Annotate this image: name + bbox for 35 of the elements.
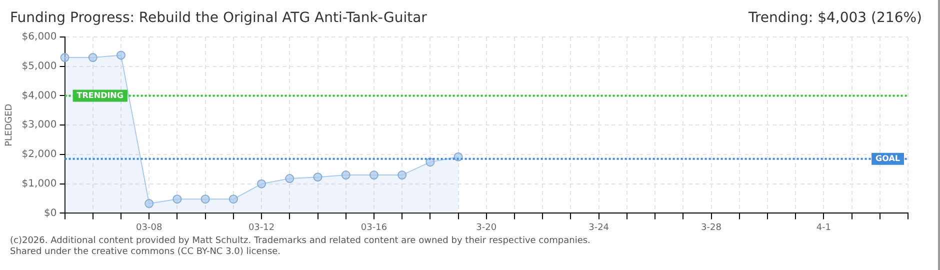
point — [285, 174, 294, 184]
ref-line-label: GOAL — [876, 154, 900, 163]
y-tick-label: $1,000 — [22, 178, 57, 190]
y-tick-label: $4,000 — [22, 90, 57, 102]
point — [369, 170, 378, 180]
x-tick-label: 4-1 — [816, 222, 832, 233]
x-tick-label: 3-24 — [588, 222, 610, 233]
x-tick-label: 3-28 — [701, 222, 722, 233]
text: Shared under the creative commons (CC BY-NC 3.0) license. — [10, 247, 282, 258]
point — [60, 53, 70, 62]
point — [172, 194, 182, 204]
point — [426, 158, 435, 167]
y-tick-label: $3,000 — [22, 120, 57, 131]
y-tick-label: $6,000 — [22, 32, 57, 43]
chart-title: Funding Progress: Rebuild the Original ATG Anti-Tank-Guitar — [10, 10, 427, 28]
x-tick-label: 03-16 — [360, 222, 388, 233]
text: (c)2026. Additional content provided by Matt Schultz. Trademarks and related content are owned by their respective companies. — [10, 236, 592, 247]
x-tick-label: 3-20 — [476, 222, 497, 233]
point — [88, 53, 98, 62]
x-tick-label: 03-08 — [136, 222, 162, 233]
ref-line-label: TRENDING — [76, 90, 124, 100]
point — [200, 194, 210, 204]
y-axis-title: PLEDGED — [4, 104, 15, 146]
point — [116, 50, 126, 60]
point — [257, 179, 266, 188]
point — [398, 170, 407, 180]
point — [144, 199, 154, 208]
point — [341, 170, 350, 180]
chart-subtitle: Trending: $4,003 (216%) — [748, 10, 922, 28]
y-tick-label: $2,000 — [22, 149, 57, 160]
y-tick-label: $5,000 — [22, 60, 57, 72]
x-tick-label: 03-12 — [248, 222, 275, 233]
y-tick-label: $0 — [44, 208, 57, 219]
point — [228, 194, 238, 204]
point — [313, 172, 322, 182]
